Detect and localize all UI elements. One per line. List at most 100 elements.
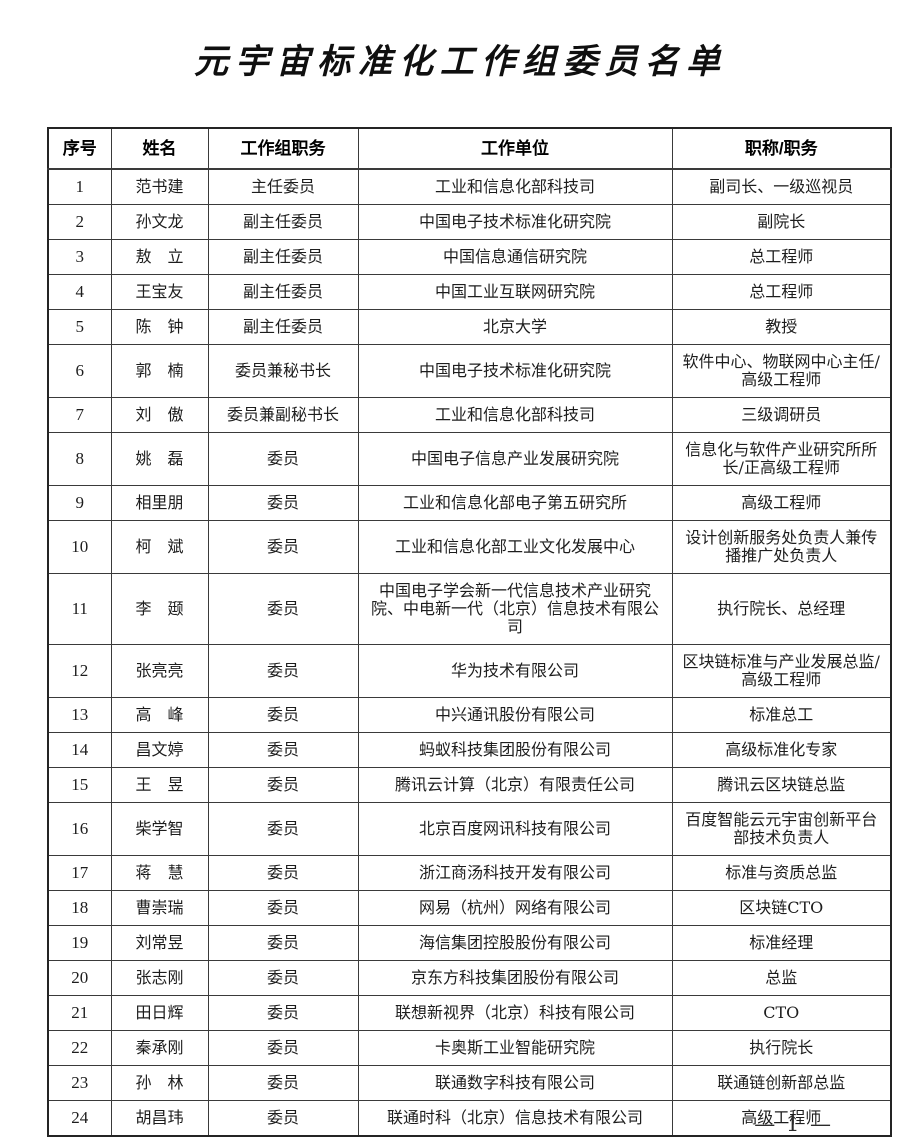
cell-member-name: 昌文婷 — [110, 732, 209, 768]
cell-job-title: 执行院长 — [671, 1030, 892, 1066]
cell-group-role: 委员 — [207, 485, 359, 521]
cell-organization: 蚂蚁科技集团股份有限公司 — [357, 732, 673, 768]
cell-job-title: 三级调研员 — [671, 397, 892, 433]
cell-job-title: 副院长 — [671, 204, 892, 240]
table-row: 9 相里朋 委员 工业和信息化部电子第五研究所 高级工程师 — [47, 485, 892, 521]
cell-index: 20 — [47, 960, 112, 996]
cell-member-name: 秦承刚 — [110, 1030, 209, 1066]
cell-organization: 浙江商汤科技开发有限公司 — [357, 855, 673, 891]
table-row: 5 陈 钟 副主任委员 北京大学 教授 — [47, 309, 892, 345]
cell-member-name: 高 峰 — [110, 697, 209, 733]
table-row: 10 柯 斌 委员 工业和信息化部工业文化发展中心 设计创新服务处负责人兼传播推… — [47, 520, 892, 574]
cell-group-role: 委员 — [207, 802, 359, 856]
cell-group-role: 委员 — [207, 1030, 359, 1066]
cell-member-name: 张志刚 — [110, 960, 209, 996]
cell-member-name: 胡昌玮 — [110, 1100, 209, 1137]
cell-member-name: 蒋 慧 — [110, 855, 209, 891]
cell-group-role: 委员 — [207, 767, 359, 803]
table-row: 16 柴学智 委员 北京百度网讯科技有限公司 百度智能云元宇宙创新平台部技术负责… — [47, 802, 892, 856]
cell-job-title: 高级工程师 — [671, 485, 892, 521]
table-row: 14 昌文婷 委员 蚂蚁科技集团股份有限公司 高级标准化专家 — [47, 732, 892, 768]
cell-group-role: 委员兼副秘书长 — [207, 397, 359, 433]
table-row: 24 胡昌玮 委员 联通时科（北京）信息技术有限公司 高级工程师 — [47, 1100, 892, 1137]
cell-organization: 中兴通讯股份有限公司 — [357, 697, 673, 733]
header-job-title: 职称/职务 — [671, 127, 892, 170]
cell-member-name: 柯 斌 — [110, 520, 209, 574]
table-row: 8 姚 磊 委员 中国电子信息产业发展研究院 信息化与软件产业研究所所长/正高级… — [47, 432, 892, 486]
cell-job-title: 执行院长、总经理 — [671, 573, 892, 645]
cell-group-role: 副主任委员 — [207, 274, 359, 310]
cell-group-role: 委员 — [207, 644, 359, 698]
cell-job-title: 腾讯云区块链总监 — [671, 767, 892, 803]
cell-organization: 中国电子技术标准化研究院 — [357, 344, 673, 398]
cell-group-role: 委员 — [207, 573, 359, 645]
cell-organization: 网易（杭州）网络有限公司 — [357, 890, 673, 926]
cell-organization: 腾讯云计算（北京）有限责任公司 — [357, 767, 673, 803]
cell-index: 3 — [47, 239, 112, 275]
cell-group-role: 委员 — [207, 925, 359, 961]
cell-index: 24 — [47, 1100, 112, 1137]
cell-index: 22 — [47, 1030, 112, 1066]
table-row: 15 王 昱 委员 腾讯云计算（北京）有限责任公司 腾讯云区块链总监 — [47, 767, 892, 803]
cell-member-name: 张亮亮 — [110, 644, 209, 698]
cell-job-title: 标准经理 — [671, 925, 892, 961]
cell-job-title: 联通链创新部总监 — [671, 1065, 892, 1101]
table-row: 21 田日辉 委员 联想新视界（北京）科技有限公司 CTO — [47, 995, 892, 1031]
roster-table: 序号 姓名 工作组职务 工作单位 职称/职务 1 范书建 主任委员 工业和信息化… — [47, 127, 892, 1137]
cell-index: 8 — [47, 432, 112, 486]
table-row: 6 郭 楠 委员兼秘书长 中国电子技术标准化研究院 软件中心、物联网中心主任/高… — [47, 344, 892, 398]
cell-index: 14 — [47, 732, 112, 768]
cell-member-name: 范书建 — [110, 168, 209, 205]
header-org: 工作单位 — [357, 127, 673, 170]
cell-index: 5 — [47, 309, 112, 345]
table-row: 19 刘常昱 委员 海信集团控股股份有限公司 标准经理 — [47, 925, 892, 961]
cell-index: 15 — [47, 767, 112, 803]
table-row: 22 秦承刚 委员 卡奥斯工业智能研究院 执行院长 — [47, 1030, 892, 1066]
cell-job-title: 设计创新服务处负责人兼传播推广处负责人 — [671, 520, 892, 574]
cell-index: 10 — [47, 520, 112, 574]
cell-index: 17 — [47, 855, 112, 891]
cell-organization: 中国信息通信研究院 — [357, 239, 673, 275]
table-row: 11 李 颋 委员 中国电子学会新一代信息技术产业研究院、中电新一代（北京）信息… — [47, 573, 892, 645]
cell-organization: 京东方科技集团股份有限公司 — [357, 960, 673, 996]
cell-job-title: 高级工程师 — [671, 1100, 892, 1137]
cell-job-title: 总工程师 — [671, 239, 892, 275]
cell-index: 7 — [47, 397, 112, 433]
cell-organization: 中国工业互联网研究院 — [357, 274, 673, 310]
cell-job-title: 软件中心、物联网中心主任/高级工程师 — [671, 344, 892, 398]
table-row: 4 王宝友 副主任委员 中国工业互联网研究院 总工程师 — [47, 274, 892, 310]
cell-index: 19 — [47, 925, 112, 961]
cell-organization: 海信集团控股股份有限公司 — [357, 925, 673, 961]
table-row: 23 孙 林 委员 联通数字科技有限公司 联通链创新部总监 — [47, 1065, 892, 1101]
table-row: 20 张志刚 委员 京东方科技集团股份有限公司 总监 — [47, 960, 892, 996]
table-row: 3 敖 立 副主任委员 中国信息通信研究院 总工程师 — [47, 239, 892, 275]
cell-group-role: 委员 — [207, 995, 359, 1031]
cell-organization: 中国电子技术标准化研究院 — [357, 204, 673, 240]
cell-index: 2 — [47, 204, 112, 240]
cell-member-name: 孙 林 — [110, 1065, 209, 1101]
cell-group-role: 委员 — [207, 432, 359, 486]
cell-group-role: 委员 — [207, 890, 359, 926]
header-role: 工作组职务 — [207, 127, 359, 170]
cell-member-name: 王宝友 — [110, 274, 209, 310]
cell-member-name: 姚 磊 — [110, 432, 209, 486]
cell-job-title: 区块链CTO — [671, 890, 892, 926]
table-row: 12 张亮亮 委员 华为技术有限公司 区块链标准与产业发展总监/高级工程师 — [47, 644, 892, 698]
cell-member-name: 陈 钟 — [110, 309, 209, 345]
cell-member-name: 李 颋 — [110, 573, 209, 645]
cell-member-name: 相里朋 — [110, 485, 209, 521]
cell-organization: 中国电子信息产业发展研究院 — [357, 432, 673, 486]
cell-member-name: 刘常昱 — [110, 925, 209, 961]
cell-organization: 联通时科（北京）信息技术有限公司 — [357, 1100, 673, 1137]
cell-organization: 中国电子学会新一代信息技术产业研究院、中电新一代（北京）信息技术有限公司 — [357, 573, 673, 645]
cell-index: 23 — [47, 1065, 112, 1101]
cell-group-role: 委员 — [207, 697, 359, 733]
cell-organization: 工业和信息化部科技司 — [357, 168, 673, 205]
table-row: 18 曹崇瑞 委员 网易（杭州）网络有限公司 区块链CTO — [47, 890, 892, 926]
cell-index: 9 — [47, 485, 112, 521]
cell-group-role: 主任委员 — [207, 168, 359, 205]
cell-job-title: 百度智能云元宇宙创新平台部技术负责人 — [671, 802, 892, 856]
cell-job-title: 教授 — [671, 309, 892, 345]
cell-group-role: 委员 — [207, 960, 359, 996]
cell-group-role: 委员兼秘书长 — [207, 344, 359, 398]
